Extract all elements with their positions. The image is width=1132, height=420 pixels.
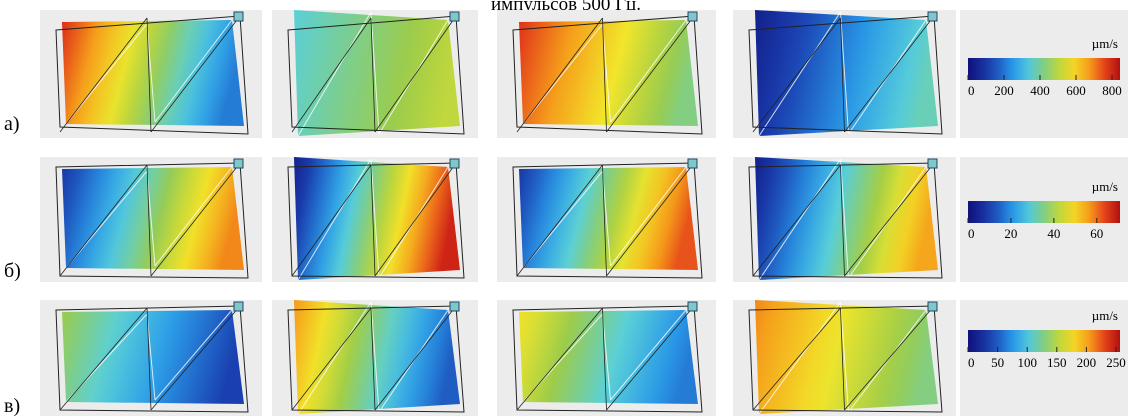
colorbar: µm/s 0 50 100 150 200 250 xyxy=(960,300,1128,416)
frame-edges xyxy=(752,15,935,133)
sensor-marker xyxy=(687,301,698,312)
frame-edges xyxy=(291,15,457,133)
colorbar-tick-label: 0 xyxy=(968,355,975,370)
colorbar-tick-label: 200 xyxy=(994,83,1014,98)
colorbar-gradient xyxy=(968,201,1120,223)
deformation-panel xyxy=(40,157,262,282)
velocity-field xyxy=(519,310,698,404)
colorbar-background xyxy=(960,300,1128,416)
deformation-panel xyxy=(497,300,716,416)
colorbar: µm/s 0 200 400 600 800 xyxy=(960,10,1128,138)
velocity-field xyxy=(62,20,244,126)
frame-edges xyxy=(291,162,457,277)
velocity-field xyxy=(755,300,938,414)
colorbar-tick-label: 0 xyxy=(968,226,975,241)
colorbar-tick-label: 0 xyxy=(968,83,975,98)
deformation-panel xyxy=(40,300,262,416)
row-label: в) xyxy=(4,395,20,417)
row-label: б) xyxy=(4,260,21,282)
undeformed-frame xyxy=(287,15,465,135)
sensor-marker xyxy=(449,301,460,312)
deformation-panel xyxy=(733,10,956,138)
colorbar-tick-label: 60 xyxy=(1090,226,1103,241)
undeformed-frame xyxy=(55,162,249,279)
frame-edges xyxy=(59,162,241,277)
velocity-field xyxy=(62,167,244,270)
colorbar-unit: µm/s xyxy=(1092,36,1118,51)
deformation-panel xyxy=(733,300,956,416)
velocity-field xyxy=(519,20,698,126)
colorbar-unit: µm/s xyxy=(1092,308,1118,323)
colorbar-tick-label: 800 xyxy=(1102,83,1122,98)
sensor-marker xyxy=(233,158,244,169)
frame-edges xyxy=(516,305,695,411)
sensor-marker xyxy=(927,158,938,169)
velocity-field xyxy=(294,157,460,280)
frame-edges xyxy=(752,305,935,411)
element-edges xyxy=(758,301,927,415)
deformation-panel xyxy=(497,157,716,282)
velocity-field xyxy=(755,10,938,136)
deformation-panel xyxy=(272,10,478,138)
undeformed-frame xyxy=(287,162,465,279)
undeformed-frame xyxy=(287,305,465,413)
colorbar-tick-label: 20 xyxy=(1004,226,1017,241)
colorbar-tick-label: 100 xyxy=(1017,355,1037,370)
velocity-field xyxy=(294,10,460,136)
sensor-marker xyxy=(233,11,244,22)
velocity-field xyxy=(519,167,698,270)
colorbar-tick-label: 150 xyxy=(1047,355,1067,370)
element-edges xyxy=(522,166,687,269)
frame-edges xyxy=(59,305,241,411)
undeformed-frame xyxy=(512,15,703,135)
undeformed-frame xyxy=(512,162,703,279)
deformation-panel xyxy=(733,157,956,282)
deformation-panel xyxy=(272,300,478,416)
colorbar-gradient xyxy=(968,330,1120,352)
deformation-panel xyxy=(272,157,478,282)
colorbar-tick-label: 200 xyxy=(1077,355,1097,370)
deformation-panel xyxy=(40,10,262,138)
row-label: а) xyxy=(4,113,20,135)
colorbar-tick-label: 250 xyxy=(1106,355,1126,370)
frame-edges xyxy=(59,15,241,133)
sensor-marker xyxy=(233,301,244,312)
frame-edges xyxy=(516,15,695,133)
undeformed-frame xyxy=(748,15,943,135)
colorbar: µm/s 0 20 40 60 xyxy=(960,157,1128,282)
velocity-field xyxy=(294,300,460,414)
frame-edges xyxy=(516,162,695,277)
sensor-marker xyxy=(449,158,460,169)
colorbar-gradient xyxy=(968,58,1120,80)
element-edges xyxy=(65,166,233,269)
frame-edges xyxy=(752,162,935,277)
undeformed-frame xyxy=(748,162,943,279)
velocity-field xyxy=(755,157,938,280)
sensor-marker xyxy=(927,301,938,312)
undeformed-frame xyxy=(512,305,703,413)
sensor-marker xyxy=(687,11,698,22)
sensor-marker xyxy=(449,11,460,22)
undeformed-frame xyxy=(55,15,249,135)
undeformed-frame xyxy=(748,305,943,413)
colorbar-tick-label: 50 xyxy=(991,355,1004,370)
colorbar-tick-label: 400 xyxy=(1030,83,1050,98)
deformation-panel xyxy=(497,10,716,138)
colorbar-tick-label: 40 xyxy=(1047,226,1060,241)
undeformed-frame xyxy=(55,305,249,413)
element-edges xyxy=(65,19,233,125)
colorbar-tick-label: 600 xyxy=(1066,83,1086,98)
frame-edges xyxy=(291,305,457,411)
sensor-marker xyxy=(687,158,698,169)
element-edges xyxy=(522,19,687,125)
sensor-marker xyxy=(927,11,938,22)
velocity-field xyxy=(62,310,244,404)
colorbar-unit: µm/s xyxy=(1092,179,1118,194)
